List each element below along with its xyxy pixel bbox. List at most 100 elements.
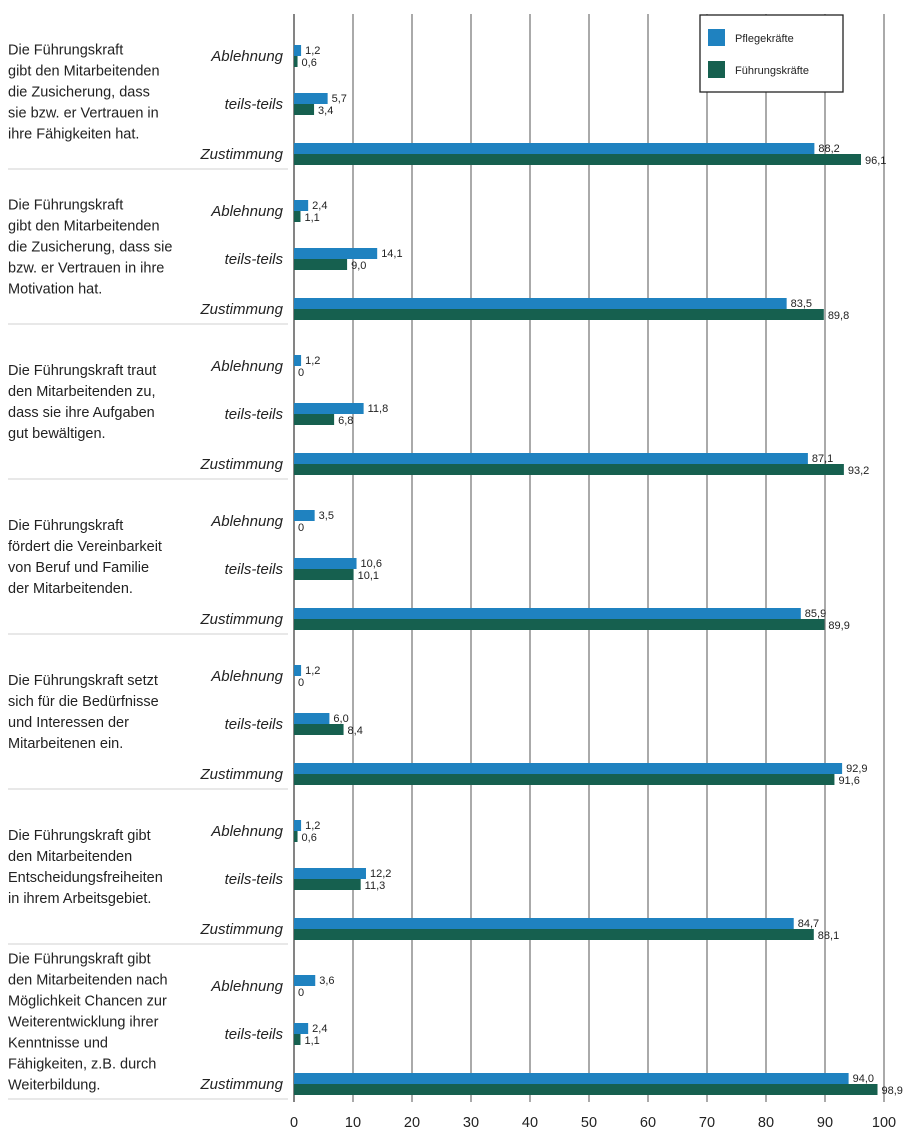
- value-label-pflegekraefte: 10,6: [361, 558, 382, 570]
- bar-pflegekraefte: [294, 975, 316, 986]
- question-text-line: sich für die Bedürfnisse: [8, 694, 159, 710]
- bar-fuehrungskraefte: [294, 929, 814, 940]
- bar-pflegekraefte: [294, 298, 787, 309]
- bar-pflegekraefte: [294, 510, 315, 521]
- bar-fuehrungskraefte: [294, 56, 298, 67]
- bar-fuehrungskraefte: [294, 619, 825, 630]
- x-tick-label: 70: [699, 1115, 715, 1131]
- bar-pflegekraefte: [294, 93, 328, 104]
- value-label-pflegekraefte: 2,4: [312, 1023, 327, 1035]
- bar-pflegekraefte: [294, 763, 843, 774]
- value-label-pflegekraefte: 12,2: [370, 868, 391, 880]
- category-label: teils-teils: [225, 871, 284, 888]
- value-label-fuehrungskraefte: 93,2: [848, 465, 869, 477]
- question-text-line: Entscheidungsfreiheiten: [8, 870, 163, 886]
- category-label: teils-teils: [225, 96, 284, 113]
- question-text-line: Möglichkeit Chancen zur: [8, 994, 167, 1010]
- bar-pflegekraefte: [294, 868, 366, 879]
- legend-swatch-pflegekraefte: [708, 29, 725, 46]
- value-label-pflegekraefte: 6,0: [333, 713, 348, 725]
- question-text-line: von Beruf und Familie: [8, 560, 149, 576]
- x-tick-label: 90: [817, 1115, 833, 1131]
- question-text-line: Weiterentwicklung ihrer: [8, 1015, 159, 1031]
- value-label-pflegekraefte: 84,7: [798, 918, 819, 930]
- legend: Pflegekräfte Führungskräfte: [699, 14, 844, 93]
- x-tick-label: 50: [581, 1115, 597, 1131]
- value-label-pflegekraefte: 1,2: [305, 45, 320, 57]
- category-label: Zustimmung: [199, 1076, 283, 1093]
- value-label-fuehrungskraefte: 0,6: [302, 57, 317, 69]
- x-tick-label: 20: [404, 1115, 420, 1131]
- question-text-line: und Interessen der: [8, 715, 129, 731]
- category-label: teils-teils: [225, 716, 284, 733]
- question-text-line: der Mitarbeitenden.: [8, 581, 133, 597]
- legend-label-fuehrungskraefte: Führungskräfte: [735, 65, 809, 77]
- category-label: Zustimmung: [199, 766, 283, 783]
- value-label-pflegekraefte: 85,9: [805, 608, 826, 620]
- question-text-line: Die Führungskraft traut: [8, 363, 156, 379]
- bar-fuehrungskraefte: [294, 774, 835, 785]
- legend-label-pflegekraefte: Pflegekräfte: [735, 33, 794, 45]
- value-label-fuehrungskraefte: 0: [298, 522, 304, 534]
- value-label-fuehrungskraefte: 0: [298, 367, 304, 379]
- value-label-pflegekraefte: 2,4: [312, 200, 327, 212]
- value-label-fuehrungskraefte: 96,1: [865, 155, 886, 167]
- question-text-line: fördert die Vereinbarkeit: [8, 539, 162, 555]
- question-text-line: Mitarbeitenen ein.: [8, 736, 123, 752]
- x-tick-label: 0: [290, 1115, 298, 1131]
- value-label-pflegekraefte: 1,2: [305, 820, 320, 832]
- question-text-line: Kenntnisse und: [8, 1036, 108, 1052]
- bar-pflegekraefte: [294, 355, 302, 366]
- value-label-fuehrungskraefte: 9,0: [351, 260, 366, 272]
- value-label-pflegekraefte: 92,9: [846, 763, 867, 775]
- question-text-line: Fähigkeiten, z.B. durch: [8, 1057, 156, 1073]
- value-label-fuehrungskraefte: 1,1: [304, 212, 319, 224]
- x-tick-label: 40: [522, 1115, 538, 1131]
- category-label: Ablehnung: [210, 48, 283, 65]
- bar-pflegekraefte: [294, 820, 302, 831]
- question-text-line: gut bewältigen.: [8, 426, 106, 442]
- bar-pflegekraefte: [294, 453, 808, 464]
- x-tick-label: 100: [872, 1115, 896, 1131]
- value-label-fuehrungskraefte: 6,8: [338, 415, 353, 427]
- bar-fuehrungskraefte: [294, 724, 344, 735]
- category-label: Ablehnung: [210, 358, 283, 375]
- bar-pflegekraefte: [294, 200, 309, 211]
- bar-pflegekraefte: [294, 918, 794, 929]
- category-label: Ablehnung: [210, 203, 283, 220]
- bar-pflegekraefte: [294, 1073, 849, 1084]
- bar-pflegekraefte: [294, 248, 378, 259]
- legend-swatch-fuehrungskraefte: [708, 61, 725, 78]
- category-label: Ablehnung: [210, 823, 283, 840]
- question-text-line: den Mitarbeitenden: [8, 849, 132, 865]
- bar-fuehrungskraefte: [294, 464, 844, 475]
- value-label-pflegekraefte: 1,2: [305, 355, 320, 367]
- bar-fuehrungskraefte: [294, 879, 361, 890]
- category-label: Zustimmung: [199, 611, 283, 628]
- value-label-pflegekraefte: 5,7: [332, 93, 347, 105]
- value-label-fuehrungskraefte: 10,1: [358, 570, 379, 582]
- question-text-line: gibt den Mitarbeitenden: [8, 64, 160, 80]
- bar-fuehrungskraefte: [294, 569, 354, 580]
- question-text-line: sie bzw. er Vertrauen in: [8, 106, 159, 122]
- question-text-line: den Mitarbeitenden nach: [8, 973, 168, 989]
- bar-pflegekraefte: [294, 713, 330, 724]
- bar-pflegekraefte: [294, 143, 815, 154]
- question-text-line: bzw. er Vertrauen in ihre: [8, 261, 164, 277]
- value-label-pflegekraefte: 3,6: [319, 975, 334, 987]
- bar-fuehrungskraefte: [294, 831, 298, 842]
- bar-fuehrungskraefte: [294, 1034, 301, 1045]
- bar-fuehrungskraefte: [294, 259, 348, 270]
- bar-pflegekraefte: [294, 665, 302, 676]
- value-label-fuehrungskraefte: 3,4: [318, 105, 333, 117]
- question-text-line: die Zusicherung, dass: [8, 85, 150, 101]
- category-label: teils-teils: [225, 406, 284, 423]
- bar-fuehrungskraefte: [294, 1084, 878, 1095]
- value-label-fuehrungskraefte: 88,1: [818, 930, 839, 942]
- question-text-line: Weiterbildung.: [8, 1078, 100, 1094]
- category-label: teils-teils: [225, 251, 284, 268]
- bar-fuehrungskraefte: [294, 309, 824, 320]
- x-tick-label: 10: [345, 1115, 361, 1131]
- legend-box: [699, 14, 844, 93]
- value-label-fuehrungskraefte: 11,3: [365, 880, 386, 892]
